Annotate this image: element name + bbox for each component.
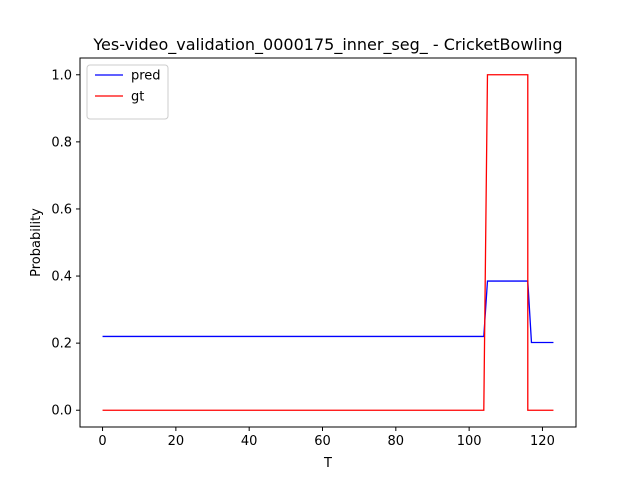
series-layer	[102, 74, 554, 411]
series-line-pred	[102, 280, 554, 344]
legend-box	[86, 64, 169, 120]
x-axis-label: T	[323, 456, 332, 471]
y-tick-label: 0.6	[51, 202, 72, 217]
y-tick-label: 0.2	[51, 337, 72, 352]
legend-label-pred: pred	[131, 69, 161, 84]
y-tick-label: 1.0	[51, 68, 72, 83]
x-tick-label: 100	[457, 434, 482, 449]
legend: pred gt	[86, 64, 169, 120]
x-axis-ticks: 0 20 40 60 80 100 120	[98, 427, 555, 449]
y-tick-label: 0.4	[51, 270, 72, 285]
x-tick-label: 40	[241, 434, 258, 449]
y-axis-ticks: 0.0 0.2 0.4 0.6 0.8 1.0	[51, 68, 80, 419]
x-tick-label: 0	[98, 434, 106, 449]
x-tick-label: 20	[168, 434, 185, 449]
x-tick-label: 120	[530, 434, 555, 449]
plot-frame	[79, 57, 577, 428]
legend-label-gt: gt	[131, 90, 144, 105]
y-tick-label: 0.8	[51, 135, 72, 150]
series-line-gt	[102, 74, 554, 411]
x-tick-label: 80	[388, 434, 405, 449]
y-tick-label: 0.0	[51, 404, 72, 419]
y-axis-label: Probability	[29, 208, 44, 277]
x-tick-label: 60	[314, 434, 331, 449]
chart-title: Yes-video_validation_0000175_inner_seg_ …	[92, 35, 562, 55]
